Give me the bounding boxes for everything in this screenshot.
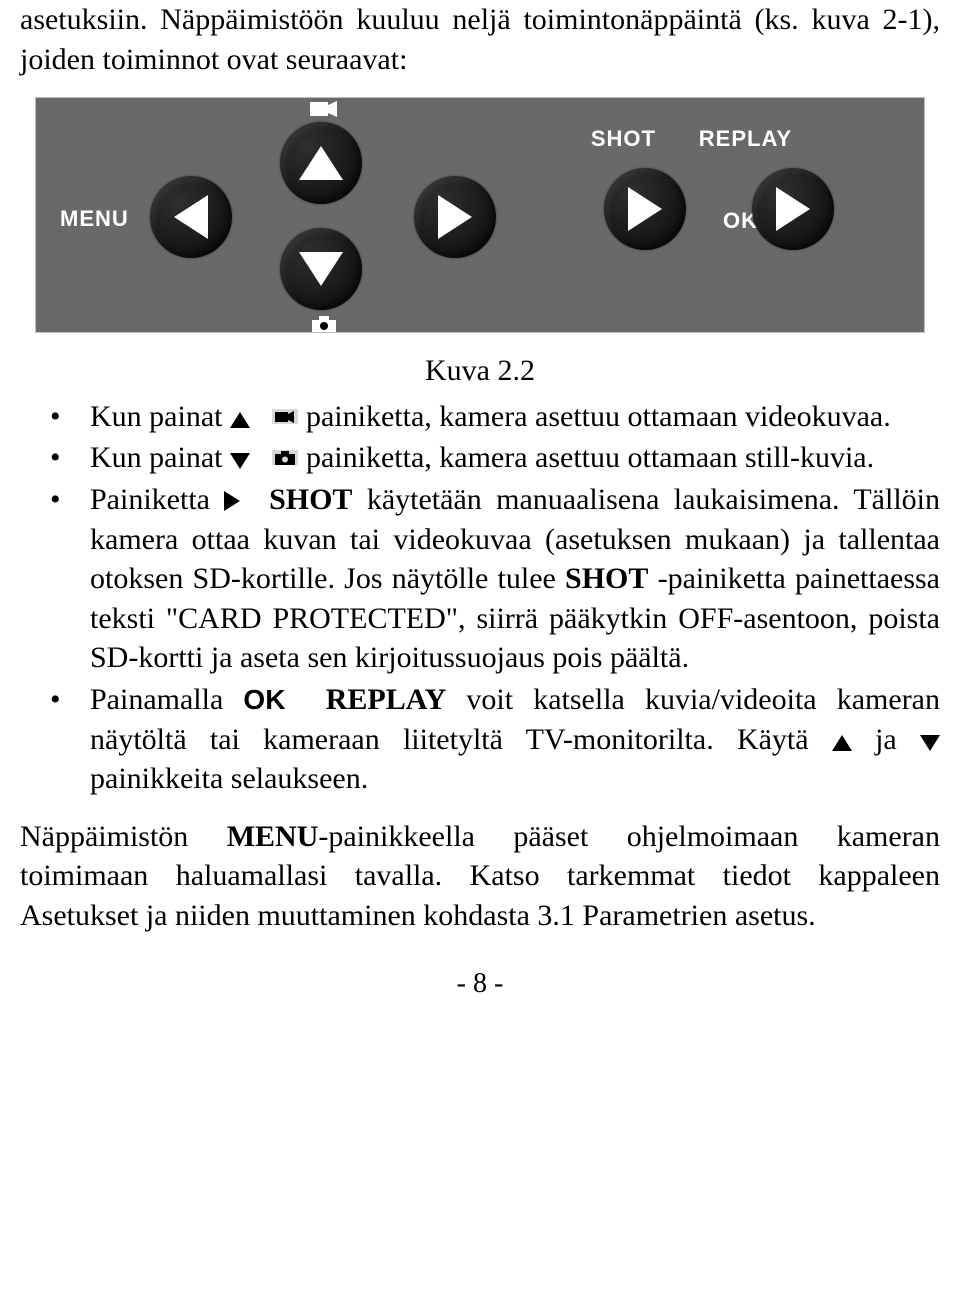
triangle-right-icon — [628, 187, 662, 231]
text-fragment: painiketta, kamera asettuu ottamaan vide… — [306, 400, 891, 433]
text-fragment: Painamalla — [90, 683, 243, 716]
figure-caption: Kuva 2.2 — [20, 351, 940, 391]
shot-label: SHOT — [565, 562, 648, 595]
keypad-shot-button — [604, 168, 686, 250]
replay-label: REPLAY — [326, 683, 447, 716]
keypad-replay-label: REPLAY — [699, 124, 792, 153]
triangle-right-icon — [438, 195, 472, 239]
text-fragment: painiketta, kamera asettuu ottamaan stil… — [306, 441, 874, 474]
bullet-item: Kun painat painiketta, kamera asettuu ot… — [50, 438, 940, 478]
triangle-down-icon — [299, 252, 343, 286]
menu-label: MENU — [227, 820, 319, 853]
bullet-list: Kun painat painiketta, kamera asettuu ot… — [20, 397, 940, 799]
triangle-up-icon — [832, 735, 852, 751]
bullet-item: Painamalla OK REPLAY voit katsella kuvia… — [50, 680, 940, 799]
ok-label: OK — [243, 684, 285, 715]
triangle-down-icon — [920, 735, 940, 751]
camera-mode-icon — [312, 310, 336, 339]
text-fragment: painikkeita selaukseen. — [90, 762, 368, 795]
closing-paragraph: Näppäimistön MENU-painikkeella pääset oh… — [20, 817, 940, 936]
page-number: - 8 - — [20, 966, 940, 1003]
text-fragment: Näppäimistön — [20, 820, 227, 853]
bullet-item: Painiketta SHOT käytetään manuaalisena l… — [50, 480, 940, 678]
triangle-down-icon — [230, 453, 250, 469]
shot-label: SHOT — [269, 483, 352, 516]
keypad-left-button — [150, 176, 232, 258]
keypad-menu-label: MENU — [60, 204, 129, 233]
triangle-right-icon — [224, 491, 240, 511]
keypad-center-right-button — [414, 176, 496, 258]
video-icon — [272, 409, 298, 424]
triangle-left-icon — [174, 195, 208, 239]
intro-paragraph: asetuksiin. Näppäimistöön kuuluu neljä t… — [20, 0, 940, 79]
keypad-down-button — [280, 228, 362, 310]
keypad-shot-label: SHOT — [591, 124, 656, 153]
keypad-ok-button — [752, 168, 834, 250]
text-fragment: Painiketta — [90, 483, 224, 516]
keypad-illustration: MENU SHOT REPLAY OK — [35, 97, 925, 333]
text-fragment: ja — [875, 723, 920, 756]
triangle-right-icon — [776, 187, 810, 231]
triangle-up-icon — [299, 146, 343, 180]
video-mode-icon — [310, 96, 338, 125]
keypad-up-button — [280, 122, 362, 204]
text-fragment: Kun painat — [90, 441, 230, 474]
bullet-item: Kun painat painiketta, kamera asettuu ot… — [50, 397, 940, 437]
triangle-up-icon — [230, 412, 250, 428]
camera-icon — [272, 450, 298, 465]
text-fragment: Kun painat — [90, 400, 230, 433]
